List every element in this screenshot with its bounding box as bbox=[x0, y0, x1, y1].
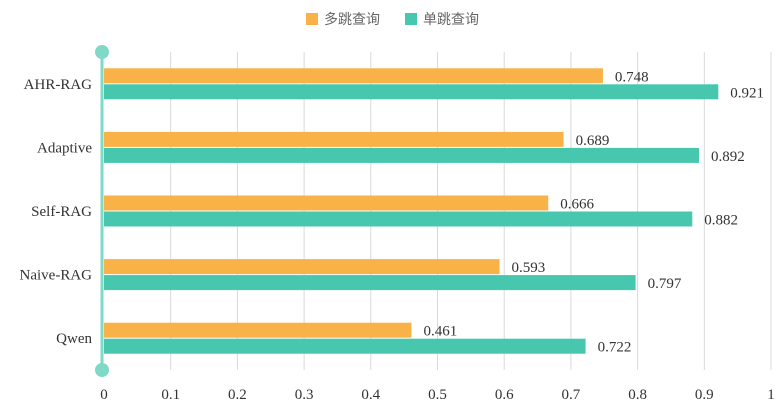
x-tick-label: 0.6 bbox=[495, 387, 514, 403]
bar bbox=[104, 147, 699, 163]
bar bbox=[104, 338, 586, 354]
bar bbox=[104, 68, 603, 84]
bar bbox=[104, 275, 636, 291]
axis-cap-top bbox=[95, 45, 109, 59]
legend-label: 单跳查询 bbox=[423, 12, 479, 28]
x-tick-label: 0.5 bbox=[428, 387, 447, 403]
data-label: 0.921 bbox=[730, 85, 764, 101]
bar bbox=[104, 195, 549, 211]
bar bbox=[104, 322, 412, 338]
category-label: AHR-RAG bbox=[24, 77, 93, 93]
category-label: Qwen bbox=[56, 331, 92, 347]
axis-cap-bottom bbox=[95, 363, 109, 377]
x-tick-label: 0.8 bbox=[628, 387, 647, 403]
data-label: 0.797 bbox=[648, 276, 682, 292]
data-labels: 0.748 0.921 0.689 0.892 0.666 0.882 0.593 0.797… bbox=[423, 69, 764, 355]
bar bbox=[104, 259, 500, 275]
data-label: 0.892 bbox=[711, 149, 745, 165]
x-tick-label: 0.2 bbox=[228, 387, 247, 403]
bar bbox=[104, 211, 693, 227]
x-tick-label: 0.4 bbox=[361, 387, 380, 403]
bar bbox=[104, 131, 564, 147]
data-label: 0.666 bbox=[560, 197, 594, 213]
category-label: Adaptive bbox=[37, 140, 92, 156]
legend-label: 多跳查询 bbox=[324, 11, 380, 28]
legend-swatch bbox=[306, 13, 318, 25]
x-tick-label: 0.3 bbox=[295, 387, 314, 403]
category-labels: AHR-RAG Adaptive Self-RAG Naive-RAG Qwen bbox=[20, 77, 93, 347]
data-label: 0.689 bbox=[576, 133, 610, 149]
category-label: Self-RAG bbox=[31, 204, 92, 220]
x-tick-label: 0.9 bbox=[695, 387, 714, 403]
x-tick-label: 0 bbox=[100, 387, 108, 403]
data-label: 0.722 bbox=[598, 340, 632, 356]
data-label: 0.748 bbox=[615, 69, 649, 85]
x-tick-label: 0.7 bbox=[562, 387, 581, 403]
tick-labels: 0 0.1 0.2 0.3 0.4 0.5 0.6 0.7 0.8 0.9 1 bbox=[100, 387, 775, 403]
data-label: 0.593 bbox=[512, 260, 546, 276]
x-tick-label: 1 bbox=[767, 387, 775, 403]
legend: 多跳查询 单跳查询 bbox=[306, 11, 479, 28]
grid-lines bbox=[170, 52, 772, 370]
category-axis bbox=[95, 45, 109, 377]
category-label: Naive-RAG bbox=[20, 268, 93, 284]
x-tick-label: 0.1 bbox=[161, 387, 180, 403]
data-label: 0.882 bbox=[704, 213, 738, 229]
data-label: 0.461 bbox=[423, 324, 457, 340]
bars bbox=[104, 68, 719, 354]
bar bbox=[104, 84, 719, 100]
legend-swatch bbox=[405, 13, 417, 25]
